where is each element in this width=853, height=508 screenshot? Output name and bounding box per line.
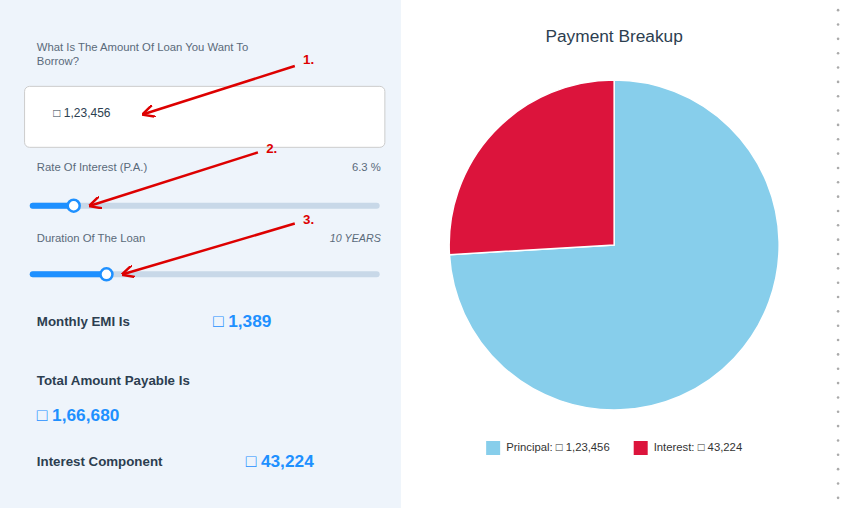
border-dot xyxy=(837,109,840,112)
border-dot xyxy=(837,167,840,170)
step-number: 3. xyxy=(303,212,314,227)
border-dot xyxy=(837,281,840,284)
rate-slider-handle[interactable] xyxy=(68,200,80,212)
border-dot xyxy=(837,81,840,84)
legend-item: Principal: □ 1,23,456 xyxy=(486,441,610,455)
legend-swatch xyxy=(634,441,648,455)
border-dot xyxy=(837,152,840,155)
border-dot xyxy=(837,497,840,500)
total-label: Total Amount Payable Is xyxy=(37,373,190,388)
legend-swatch xyxy=(486,441,500,455)
interest-label: Interest Component xyxy=(37,454,163,469)
border-dot xyxy=(837,138,840,141)
rate-label: Rate Of Interest (P.A.) xyxy=(37,161,148,173)
border-dot xyxy=(837,454,840,457)
border-dot xyxy=(837,296,840,299)
controls-panel: What Is The Amount Of Loan You Want ToBo… xyxy=(25,41,385,471)
emi-value: □ 1,389 xyxy=(213,311,272,331)
rate-value: 6.3 % xyxy=(352,161,381,173)
interest-value: □ 43,224 xyxy=(246,451,314,471)
duration-value: 10 YEARS xyxy=(330,232,382,244)
pie-slice xyxy=(449,80,614,255)
border-dot xyxy=(837,95,840,98)
duration-slider-handle[interactable] xyxy=(100,268,112,280)
border-dot xyxy=(837,224,840,227)
emi-label: Monthly EMI Is xyxy=(37,314,130,329)
border-dot xyxy=(837,23,840,26)
border-dot xyxy=(837,425,840,428)
border-dot xyxy=(837,210,840,213)
pie xyxy=(449,80,779,410)
duration-slider-track[interactable] xyxy=(33,271,377,277)
dotted-border xyxy=(837,9,840,499)
border-dot xyxy=(837,382,840,385)
border-dot xyxy=(837,238,840,241)
legend-item: Interest: □ 43,224 xyxy=(634,441,742,455)
border-dot xyxy=(837,468,840,471)
border-dot xyxy=(837,339,840,342)
border-dot xyxy=(837,181,840,184)
step-arrow xyxy=(143,66,294,114)
border-dot xyxy=(837,353,840,356)
background xyxy=(0,0,853,508)
border-dot xyxy=(837,38,840,41)
pie-slice xyxy=(449,80,779,410)
step-arrow xyxy=(123,224,295,275)
input-value: □ 1,23,456 xyxy=(53,106,111,120)
question: What Is The Amount Of Loan You Want ToBo… xyxy=(37,41,248,67)
border-dot xyxy=(837,253,840,256)
right-panel xyxy=(401,0,853,508)
border-dot xyxy=(837,195,840,198)
border-dot xyxy=(837,410,840,413)
duration-label: Duration Of The Loan xyxy=(37,232,145,244)
border-dot xyxy=(837,9,840,12)
border-dot xyxy=(837,324,840,327)
border-dot xyxy=(837,267,840,270)
legend-label: Principal: □ 1,23,456 xyxy=(506,441,610,453)
border-dot xyxy=(837,396,840,399)
step-number: 1. xyxy=(303,52,314,67)
border-dot xyxy=(837,439,840,442)
border-dot xyxy=(837,367,840,370)
rate-slider-track[interactable] xyxy=(33,203,377,209)
border-dot xyxy=(837,52,840,55)
chart: What Is The Amount Of Loan You Want ToBo… xyxy=(0,0,853,508)
total-value: □ 1,66,680 xyxy=(37,405,120,425)
border-dot xyxy=(837,310,840,313)
duration-slider-fill xyxy=(33,271,107,277)
border-dot xyxy=(837,124,840,127)
border-dot xyxy=(837,482,840,485)
step-number: 2. xyxy=(266,141,277,156)
border-dot xyxy=(837,66,840,69)
chart-title: Payment Breakup xyxy=(545,26,682,46)
legend: Principal: □ 1,23,456 Interest: □ 43,224 xyxy=(486,441,742,455)
legend-label: Interest: □ 43,224 xyxy=(654,441,742,453)
